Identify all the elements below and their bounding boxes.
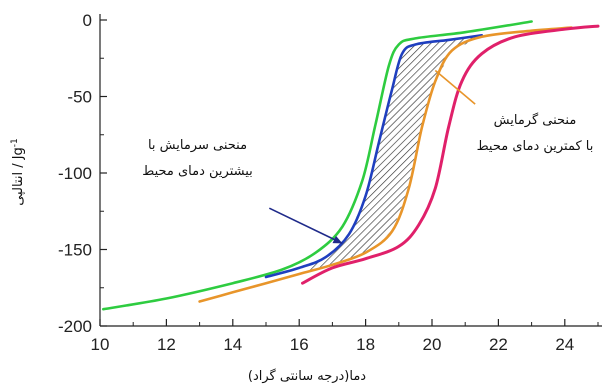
magenta-curve-line xyxy=(301,24,600,285)
x-tick-label: 16 xyxy=(290,335,309,354)
cooling-annotation-line-2: بیشترین دمای محیط xyxy=(142,164,253,179)
x-tick-label: 10 xyxy=(91,335,110,354)
hatch-area xyxy=(299,36,482,274)
heating-curve-annotation: منحنی گرمایش با کمترین دمای محیط xyxy=(455,108,614,160)
series-layer xyxy=(102,20,600,311)
x-tick-label: 18 xyxy=(356,335,375,354)
x-axis-label: دما(درجه سانتی گراد) xyxy=(247,369,367,384)
blue-curve-line xyxy=(264,34,484,279)
x-tick-label: 12 xyxy=(157,335,176,354)
y-axis-label-superscript: -1 xyxy=(10,138,20,147)
annotation-arrows xyxy=(268,69,476,245)
y-tick-label: -150 xyxy=(58,241,92,260)
y-tick-label: -200 xyxy=(58,317,92,336)
heating-annotation-arrow xyxy=(434,69,476,105)
cooling-annotation-arrow xyxy=(268,207,343,245)
y-axis-label: انتالپی / Jg-1 xyxy=(10,138,26,206)
hatched-hysteresis-region xyxy=(299,36,482,274)
cooling-curve-annotation: منحنی سرمایش با بیشترین دمای محیط xyxy=(115,133,280,185)
x-tick-label: 22 xyxy=(489,335,508,354)
green-curve-line xyxy=(102,20,533,311)
x-tick-label: 14 xyxy=(223,335,242,354)
x-tick-label: 24 xyxy=(555,335,574,354)
heating-annotation-line-1: منحنی گرمایش xyxy=(493,113,577,128)
y-tick-label: -50 xyxy=(67,88,92,107)
y-ticks: 0 -50 -100 -150 -200 xyxy=(58,11,107,336)
cooling-annotation-line-1: منحنی سرمایش با xyxy=(147,138,248,153)
axes xyxy=(99,14,602,327)
y-tick-label: -100 xyxy=(58,164,92,183)
y-tick-label: 0 xyxy=(83,11,92,30)
x-tick-label: 20 xyxy=(423,335,442,354)
orange-curve-line xyxy=(198,26,573,303)
cooling-arrow-head xyxy=(332,235,343,244)
x-ticks: 10 12 14 16 18 20 22 24 xyxy=(91,319,599,354)
heating-annotation-line-2: با کمترین دمای محیط xyxy=(476,139,594,154)
y-axis-label-text: انتالپی / Jg xyxy=(11,147,26,206)
